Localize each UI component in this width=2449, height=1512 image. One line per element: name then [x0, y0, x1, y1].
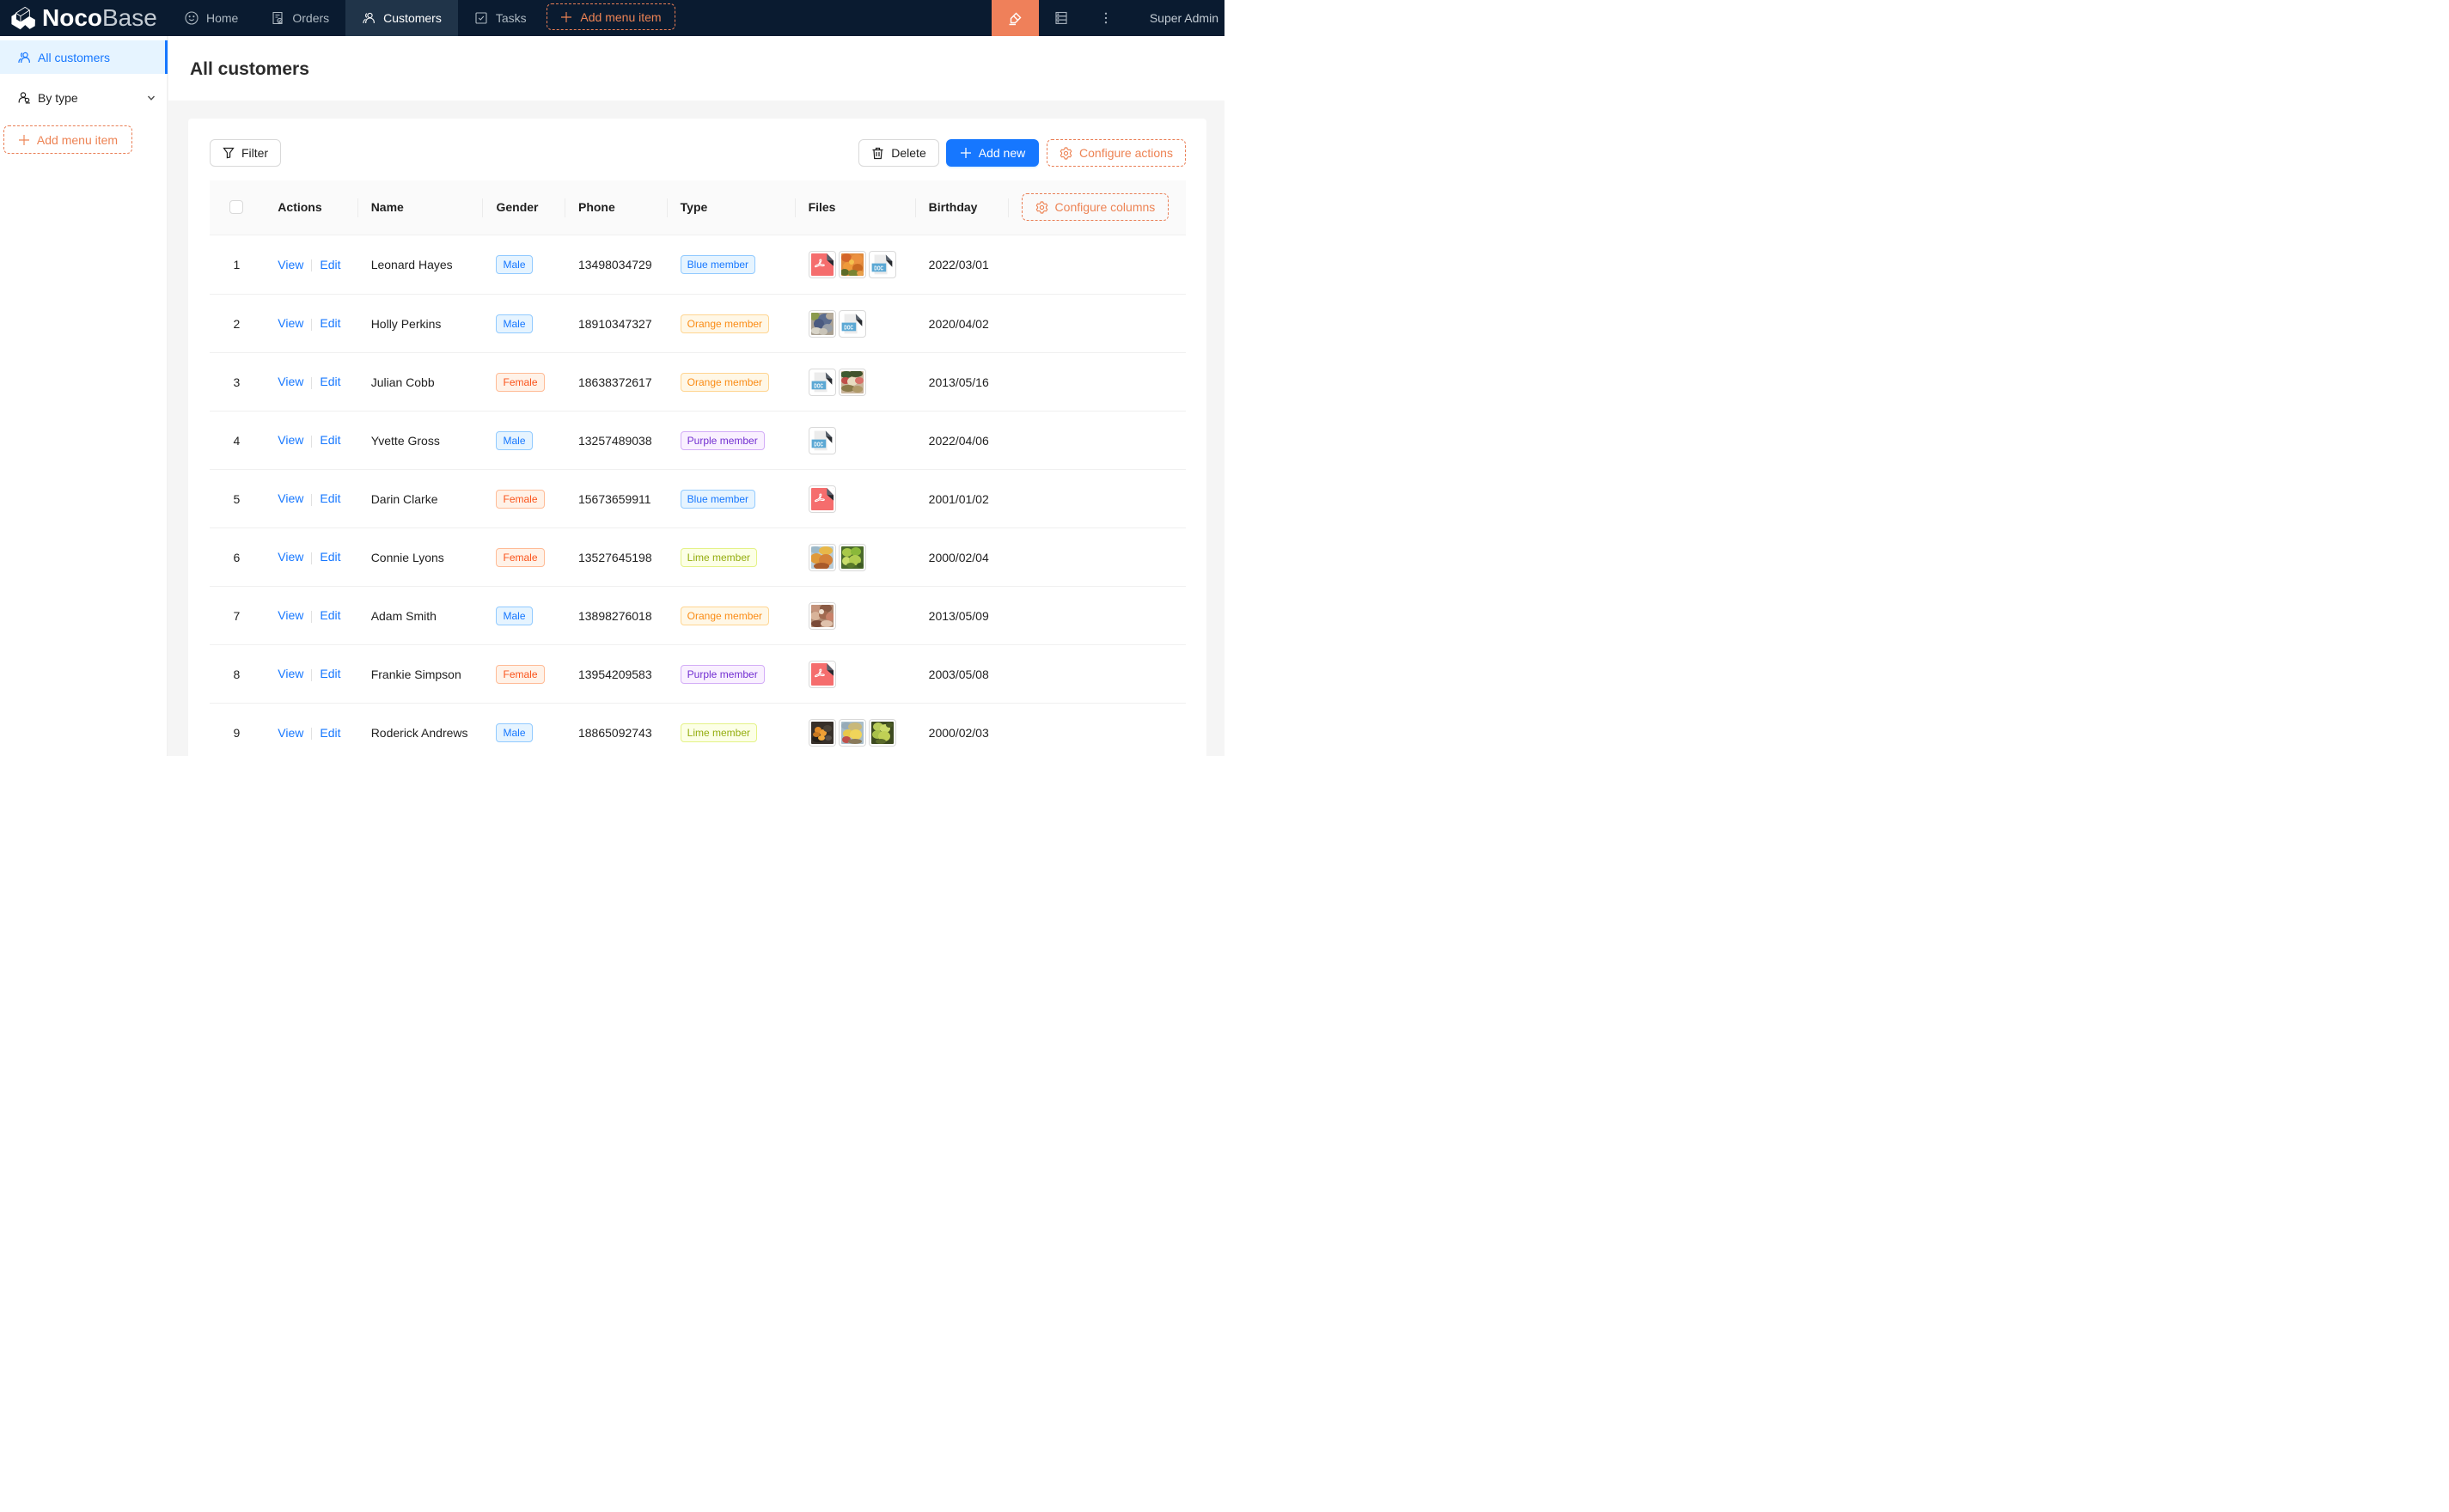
svg-text:DOC: DOC [844, 325, 853, 331]
svg-text:DOC: DOC [874, 265, 883, 271]
svg-text:DOC: DOC [814, 383, 823, 389]
svg-text:DOC: DOC [814, 442, 823, 448]
